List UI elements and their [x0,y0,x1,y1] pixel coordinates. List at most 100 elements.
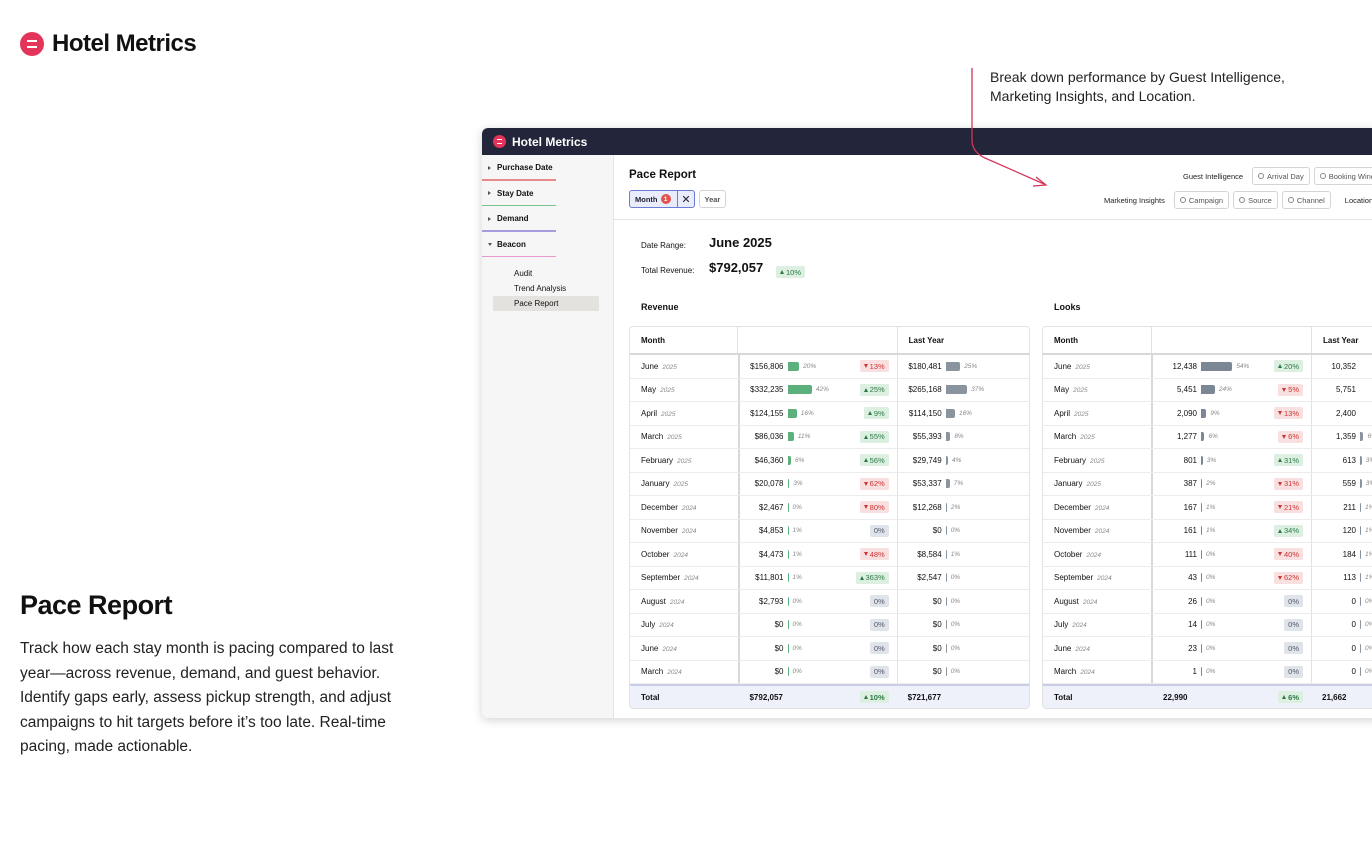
month-cell: January 2025 [630,479,738,488]
value-cell: $0 0% 0% [737,613,897,636]
year: 2025 [662,363,677,371]
tab[interactable]: Month 1 [629,190,695,208]
value: 167 [1183,502,1197,512]
share-bar [945,667,947,677]
table: Month Last Year June 2025 $156,806 20% 13% $180… [629,326,1030,709]
filter-button[interactable]: Campaign [1173,191,1230,209]
sidebar-section[interactable]: Purchase Date [482,155,613,181]
total-value: 22,990 [1163,692,1188,702]
filter-button[interactable]: Booking Window [1313,167,1372,185]
month-cell: October 2024 [630,550,738,559]
filter-button[interactable]: Source [1233,191,1278,209]
share-bar [1360,573,1361,583]
value: 1,277 [1176,432,1197,442]
app-window: Hotel Metrics Purchase Date Stay Date Dema… [482,128,1372,718]
last-year-value: 5,751 [1335,385,1356,395]
last-year-value: $0 [932,596,942,606]
tab-clear[interactable] [676,191,689,207]
last-year-cell: $12,268 2% [896,496,1029,519]
filter-label: Guest Intelligence [1183,171,1244,181]
share-bar [1201,385,1215,395]
change-badge: 10% [859,691,889,703]
change-value: 55% [869,432,885,442]
app-header: Hotel Metrics [482,128,1372,155]
share-bar [945,385,968,395]
value-cell: $2,467 0% 80% [737,496,897,519]
last-year-cell: 2,400 [1311,402,1372,425]
share-label: 0% [950,574,961,582]
year: 2024 [684,575,699,583]
share-label: 0% [792,503,802,511]
sidebar-section[interactable]: Beacon [482,232,613,257]
share-label: 0% [950,527,961,535]
share-bar [1201,526,1202,536]
nav-item[interactable]: Trend Analysis [514,284,567,293]
nav-item[interactable]: Pace Report [493,296,599,311]
table-row: June 2024 $0 0% 0% $0 0% [630,637,1029,661]
share-bar [1201,620,1202,630]
share-label: 8% [954,433,964,441]
tab-label: Year [704,194,721,204]
month-cell: February 2025 [1043,456,1151,465]
last-year-value: 1,359 [1335,432,1356,442]
value: $0 [774,620,784,630]
main: Pace Report Month 1 Year Guest Intelligenc… [614,155,1372,718]
tab[interactable]: Year [698,190,727,208]
last-year-value: $8,584 [917,549,942,559]
filter-label: Marketing Insights [1104,195,1165,205]
sidebar-section[interactable]: Demand [482,206,613,232]
last-year-value: 113 [1343,573,1356,583]
filter-button[interactable]: Arrival Day [1252,167,1310,185]
section-label: Demand [497,214,529,224]
share-bar [787,361,800,371]
year: 2024 [1097,575,1112,583]
last-year-cell: 0 0% [1311,590,1372,613]
table-row: March 2024 $0 0% 0% $0 0% [630,660,1029,684]
table-row: June 2025 $156,806 20% 13% $180,481 25% [630,355,1029,379]
share-bar [1360,549,1361,559]
month-cell: July 2024 [1043,620,1151,629]
share-bar [945,502,947,512]
year: 2025 [667,434,682,442]
table-header: Month Last Year [630,327,1029,355]
value: $20,078 [754,479,784,489]
year: 2024 [673,551,688,559]
value-cell: $4,853 1% 0% [737,519,897,542]
share-bar [787,573,789,583]
year: 2024 [1072,622,1087,630]
filter-option: Booking Window [1328,171,1372,181]
change-value: 10% [869,692,885,702]
change-badge: 80% [859,501,889,514]
share-label: 1% [1206,527,1216,535]
value: $4,473 [759,549,784,559]
month-cell: July 2024 [630,620,738,629]
share-label: 0% [1206,597,1216,605]
last-year-cell: 120 1% [1311,519,1372,542]
total-label: Total [641,692,660,702]
change-value: 0% [1288,596,1299,606]
table-row: June 2025 12,438 54% 20% 10,352 [1043,355,1372,379]
value: $2,793 [759,596,784,606]
last-year-cell: $0 0% [896,637,1029,660]
share-label: 1% [1365,574,1372,582]
sidebar-section[interactable]: Stay Date [482,181,613,206]
last-year-value: $0 [932,620,942,630]
share-label: 0% [1206,574,1216,582]
header-cell [737,327,896,353]
value: 801 [1183,455,1197,465]
month-cell: March 2024 [630,667,738,676]
last-year-cell: 211 1% [1311,496,1372,519]
last-year-value: 2,400 [1335,408,1356,418]
last-year-cell: 559 3% [1311,472,1372,495]
change-value: 31% [1283,455,1299,465]
header-cell: Last Year [1311,327,1372,353]
change-arrow [1277,552,1282,557]
change-value: 48% [869,549,885,559]
share-bar [1201,432,1205,442]
nav-item[interactable]: Audit [514,269,533,278]
filter-button[interactable]: Channel [1281,191,1331,209]
table-row: January 2025 $20,078 3% 62% $53,337 7% [630,472,1029,496]
share-bar [787,455,791,465]
